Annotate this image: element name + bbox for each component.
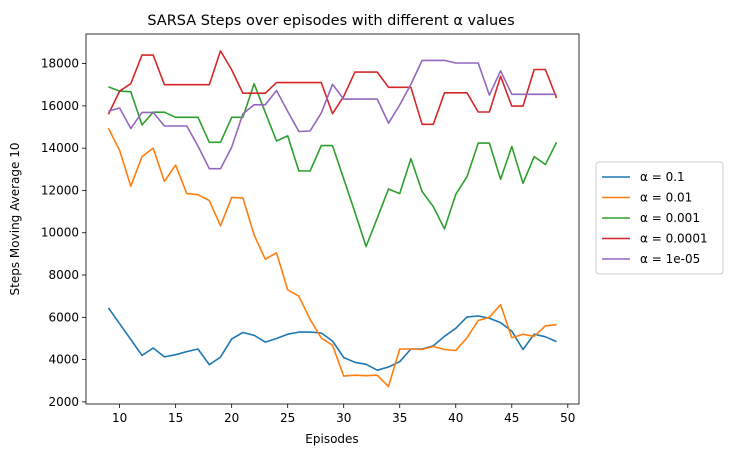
legend-items: α = 0.1 α = 0.01 α = 0.001 α = 0.0001 α = 1e… [602,170,708,266]
y-tick-label: 10000 [41,226,79,240]
y-tick-label: 6000 [48,310,79,324]
x-tick-label: 35 [392,411,407,425]
series-line-5 [108,59,557,170]
series-layer [107,50,558,388]
legend-label-1: α = 0.1 [640,170,685,184]
plot-frame [85,33,580,405]
x-tick-label: 50 [560,411,575,425]
y-tick-label: 2000 [48,395,79,409]
x-tick-label: 30 [336,411,351,425]
y-tick-label: 14000 [41,141,79,155]
y-tick-label: 4000 [48,353,79,367]
x-tick-label: 40 [448,411,463,425]
y-tick-label: 18000 [41,57,79,71]
legend: α = 0.1 α = 0.01 α = 0.001 α = 0.0001 α = 1e… [595,161,724,275]
plot-area: 10 15 20 25 30 35 40 45 50 2000 4000 6000 8000 10000… [41,33,580,425]
series-line-2 [107,127,557,388]
series-line-4 [107,50,558,126]
x-axis: 10 15 20 25 30 35 40 45 50 [112,404,575,425]
y-tick-label: 12000 [41,183,79,197]
x-axis-label: Episodes [305,432,358,446]
y-axis: 2000 4000 6000 8000 10000 12000 14000 16000 1800… [41,57,86,409]
chart-title: SARSA Steps over episodes with different… [147,13,514,29]
series-line-1 [107,307,557,372]
x-tick-label: 45 [504,411,519,425]
series-line-3 [108,82,558,248]
legend-frame [595,161,724,275]
y-axis-label: Steps Moving Average 10 [8,143,22,296]
legend-label-4: α = 0.0001 [640,232,708,246]
y-tick-label: 16000 [41,99,79,113]
x-tick-label: 20 [224,411,239,425]
legend-label-3: α = 0.001 [640,211,700,225]
x-tick-label: 15 [168,411,183,425]
legend-label-5: α = 1e-05 [640,252,700,266]
x-tick-label: 25 [280,411,295,425]
y-tick-label: 8000 [48,268,79,282]
legend-label-2: α = 0.01 [640,191,692,205]
x-tick-label: 10 [112,411,127,425]
